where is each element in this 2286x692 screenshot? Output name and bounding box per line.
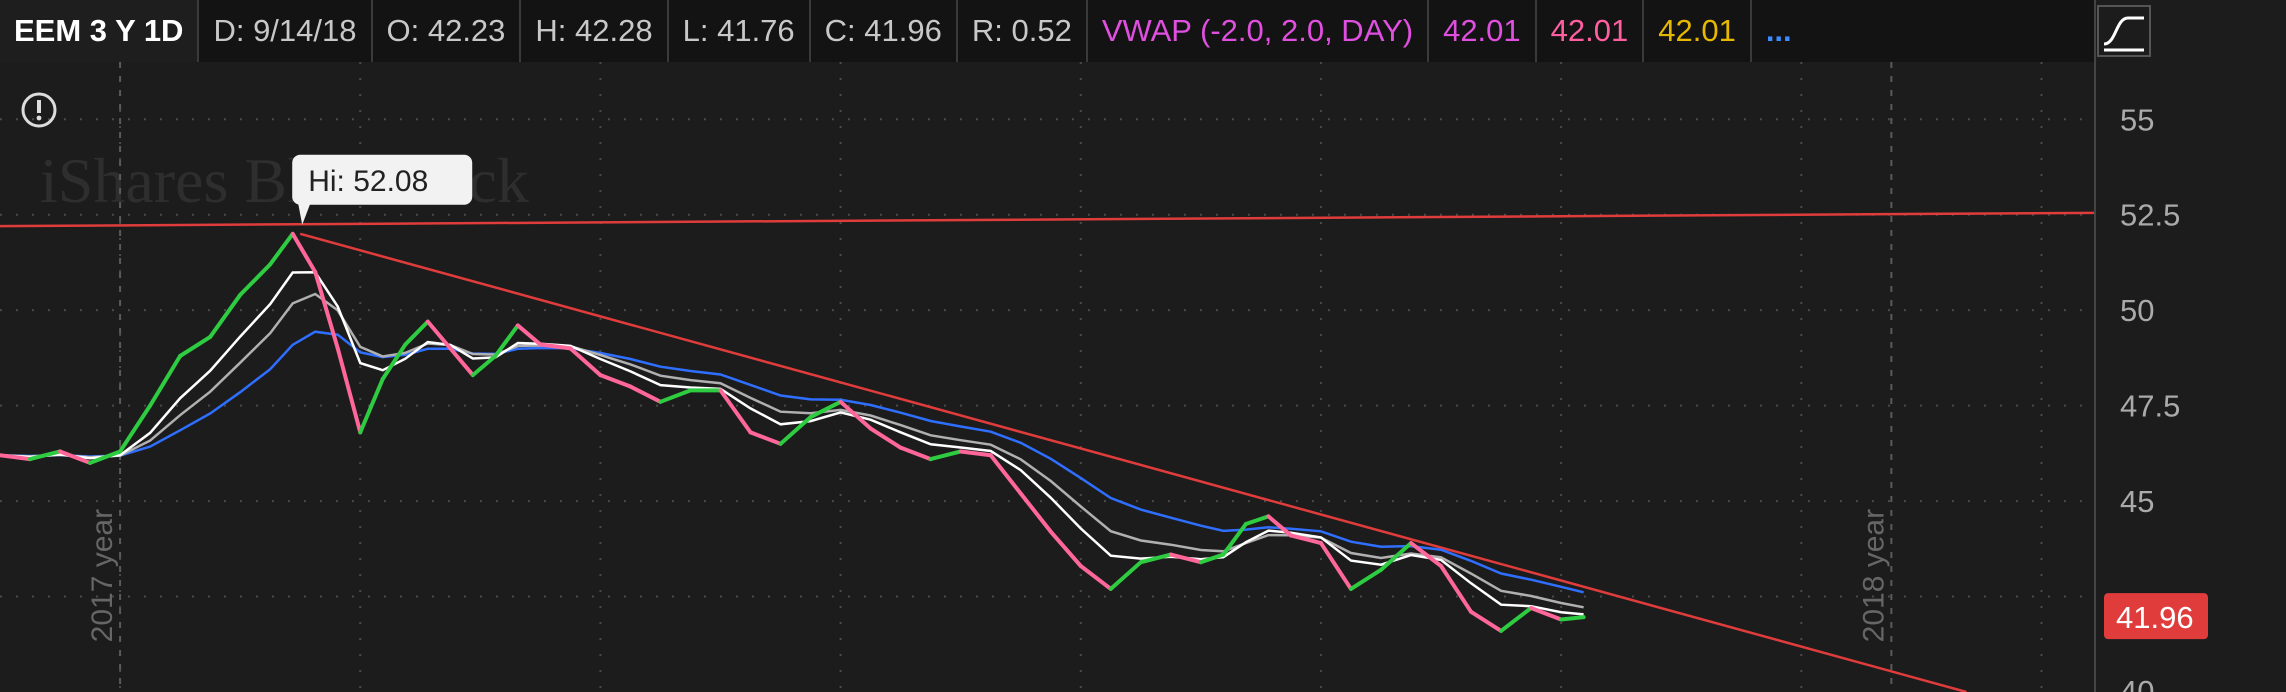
price-segment — [268, 231, 295, 267]
price-segment — [1469, 609, 1504, 633]
price-segment — [718, 388, 753, 435]
y-tick-label: 47.5 — [2120, 389, 2180, 424]
ema-line — [0, 292, 1584, 609]
price-segment — [58, 449, 93, 465]
price-segment — [568, 346, 603, 378]
y-tick-label: 52.5 — [2120, 198, 2180, 233]
vwap-value-3: 42.01 — [1644, 0, 1752, 62]
y-tick-label: 50 — [2120, 293, 2154, 328]
year-label: 2017 year — [86, 509, 119, 642]
price-segment — [778, 415, 813, 446]
exclamation-circle-icon[interactable] — [21, 92, 57, 128]
price-segment — [1499, 606, 1534, 633]
close-readout: C: 41.96 — [811, 0, 958, 62]
callout-box — [292, 154, 473, 205]
price-segment — [0, 453, 33, 462]
price-segment — [1559, 615, 1586, 622]
price-segment — [425, 319, 453, 351]
price-line — [0, 231, 1586, 633]
price-segment — [628, 384, 663, 404]
y-axis-ticks: 55 52.5 50 47.5 45 40 — [2120, 102, 2180, 692]
last-price-badge: 41.96 — [2104, 593, 2208, 640]
price-segment — [1138, 552, 1173, 565]
price-segment — [1266, 514, 1293, 538]
price-segment — [868, 426, 903, 450]
price-segment — [538, 342, 573, 351]
year-labels: 2017 year 2018 year — [86, 62, 1893, 692]
price-segment — [1108, 560, 1143, 591]
price-chart[interactable]: iShares BlackRock 2017 year 2018 year 555… — [0, 62, 2286, 692]
y-tick-label: 40 — [2120, 674, 2154, 692]
price-segment — [238, 262, 273, 297]
high-callout: Hi: 52.08 — [292, 154, 473, 225]
trendline — [299, 232, 1967, 692]
price-segment — [838, 399, 873, 431]
callout-pointer — [298, 203, 311, 225]
y-tick-label: 45 — [2120, 484, 2154, 519]
vwap-value-1: 42.01 — [1429, 0, 1537, 62]
price-segment — [1378, 541, 1414, 572]
price-segment — [958, 449, 993, 458]
price-segment — [28, 449, 63, 462]
price-segment — [448, 346, 475, 378]
vwap-value-2: 42.01 — [1537, 0, 1645, 62]
price-segment — [515, 323, 543, 347]
callout-text: Hi: 52.08 — [308, 165, 428, 198]
trendline — [0, 211, 2095, 228]
price-segment — [313, 270, 340, 351]
price-segment — [208, 292, 243, 339]
ema-line — [0, 271, 1584, 616]
price-segment — [898, 445, 933, 462]
y-tick-label: 55 — [2120, 102, 2154, 137]
price-segment — [1198, 552, 1226, 565]
price-segment — [748, 430, 783, 446]
low-readout: L: 41.76 — [669, 0, 811, 62]
price-segment — [335, 346, 363, 435]
price-segment — [1348, 567, 1383, 591]
vwap-study-label[interactable]: VWAP (-2.0, 2.0, DAY) — [1088, 0, 1430, 62]
badge-box — [2104, 593, 2208, 640]
price-segment — [403, 319, 430, 347]
price-segment — [1288, 533, 1323, 546]
price-segment — [658, 388, 693, 404]
price-segment — [1243, 514, 1271, 526]
price-segment — [1409, 541, 1444, 568]
symbol-selector[interactable]: EEM 3 Y 1D — [0, 0, 200, 62]
price-segment — [1318, 541, 1353, 591]
price-axis-panel — [2094, 0, 2286, 692]
price-segment — [148, 354, 183, 408]
year-label: 2018 year — [1857, 509, 1890, 642]
price-segment — [88, 449, 123, 465]
study-curve-icon[interactable] — [2096, 4, 2152, 58]
price-segment — [470, 354, 498, 378]
more-button[interactable]: ... — [1765, 13, 1792, 48]
price-segment — [493, 323, 520, 358]
ema-line — [0, 330, 1584, 594]
badge-text: 41.96 — [2116, 600, 2194, 635]
high-readout: H: 42.28 — [521, 0, 669, 62]
price-segment — [1439, 564, 1474, 614]
price-segment — [358, 376, 385, 435]
price-segment — [1018, 491, 1053, 534]
price-segment — [1048, 529, 1083, 568]
price-segment — [1221, 522, 1248, 557]
price-segment — [1529, 606, 1564, 622]
price-segment — [928, 449, 963, 462]
price-segment — [1078, 564, 1113, 591]
price-segment — [178, 334, 213, 358]
open-readout: O: 42.23 — [373, 0, 522, 62]
header-bar: EEM 3 Y 1D D: 9/14/18 O: 42.23 H: 42.28 … — [0, 0, 2094, 62]
price-segment — [380, 342, 408, 381]
trendlines — [0, 211, 2095, 692]
ema-lines — [0, 271, 1584, 616]
price-segment — [598, 373, 633, 389]
range-readout: R: 0.52 — [958, 0, 1088, 62]
date-readout: D: 9/14/18 — [199, 0, 373, 62]
price-segment — [808, 399, 843, 420]
price-segment — [290, 231, 318, 274]
price-segment — [1168, 552, 1203, 565]
price-segment — [118, 403, 153, 454]
price-segment — [988, 453, 1023, 496]
